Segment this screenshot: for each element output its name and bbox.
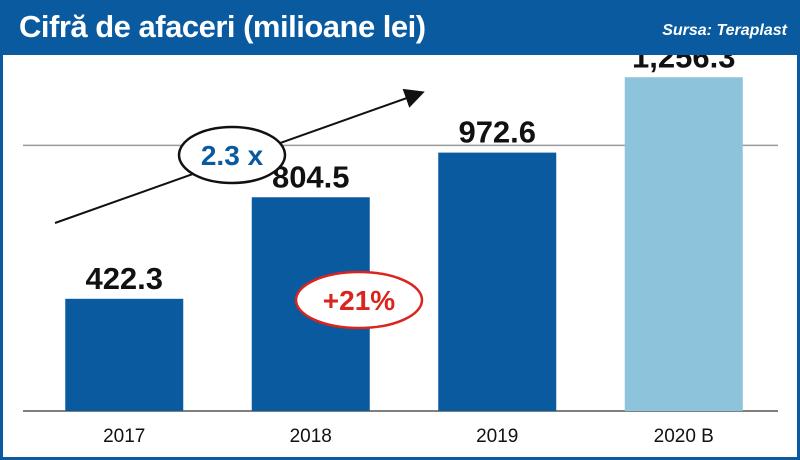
yoy-growth-annotation: +21% xyxy=(294,270,424,330)
bar-value-label: 804.5 xyxy=(272,159,350,194)
bars xyxy=(65,77,743,411)
chart-title: Cifră de afaceri (milioane lei) xyxy=(19,9,426,44)
x-tick-label: 2020 B xyxy=(654,426,714,447)
total-growth-oval xyxy=(177,125,287,185)
bar-2019 xyxy=(438,152,557,411)
bar-chart: 422.3 804.5 972.6 1,256.3 2017 2018 2019 2020 … xyxy=(23,55,778,447)
yoy-growth-oval xyxy=(294,270,424,330)
yoy-growth-label: +21% xyxy=(323,285,395,316)
bar-value-label: 422.3 xyxy=(85,261,163,296)
x-tick-label: 2019 xyxy=(476,426,518,447)
total-growth-annotation: 2.3 x xyxy=(54,88,425,224)
total-growth-label: 2.3 x xyxy=(201,140,264,171)
header-bar: Cifră de afaceri (milioane lei) Sursa: T… xyxy=(3,3,797,55)
bar-2020-b xyxy=(624,77,743,411)
bar-value-label: 1,256.3 xyxy=(632,55,735,74)
bar-2017 xyxy=(65,298,184,411)
value-labels: 422.3 804.5 972.6 1,256.3 xyxy=(85,55,735,296)
x-tick-label: 2017 xyxy=(103,426,145,447)
bar-value-label: 972.6 xyxy=(458,115,536,150)
source-label: Sursa: Teraplast xyxy=(662,22,787,39)
x-tick-label: 2018 xyxy=(290,426,332,447)
x-tick-labels: 2017 2018 2019 2020 B xyxy=(103,426,714,447)
